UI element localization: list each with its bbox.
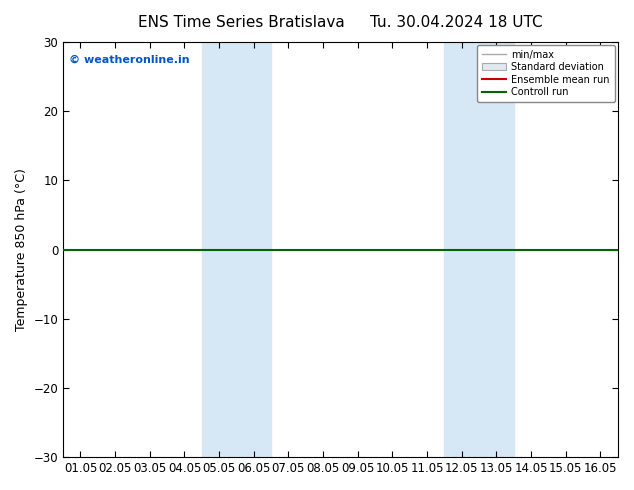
Text: © weatheronline.in: © weatheronline.in: [68, 54, 190, 65]
Text: Tu. 30.04.2024 18 UTC: Tu. 30.04.2024 18 UTC: [370, 15, 543, 30]
Text: ENS Time Series Bratislava: ENS Time Series Bratislava: [138, 15, 344, 30]
Bar: [444, 42, 514, 457]
Y-axis label: Temperature 850 hPa (°C): Temperature 850 hPa (°C): [15, 168, 28, 331]
Legend: min/max, Standard deviation, Ensemble mean run, Controll run: min/max, Standard deviation, Ensemble me…: [477, 45, 615, 102]
Bar: [202, 42, 271, 457]
